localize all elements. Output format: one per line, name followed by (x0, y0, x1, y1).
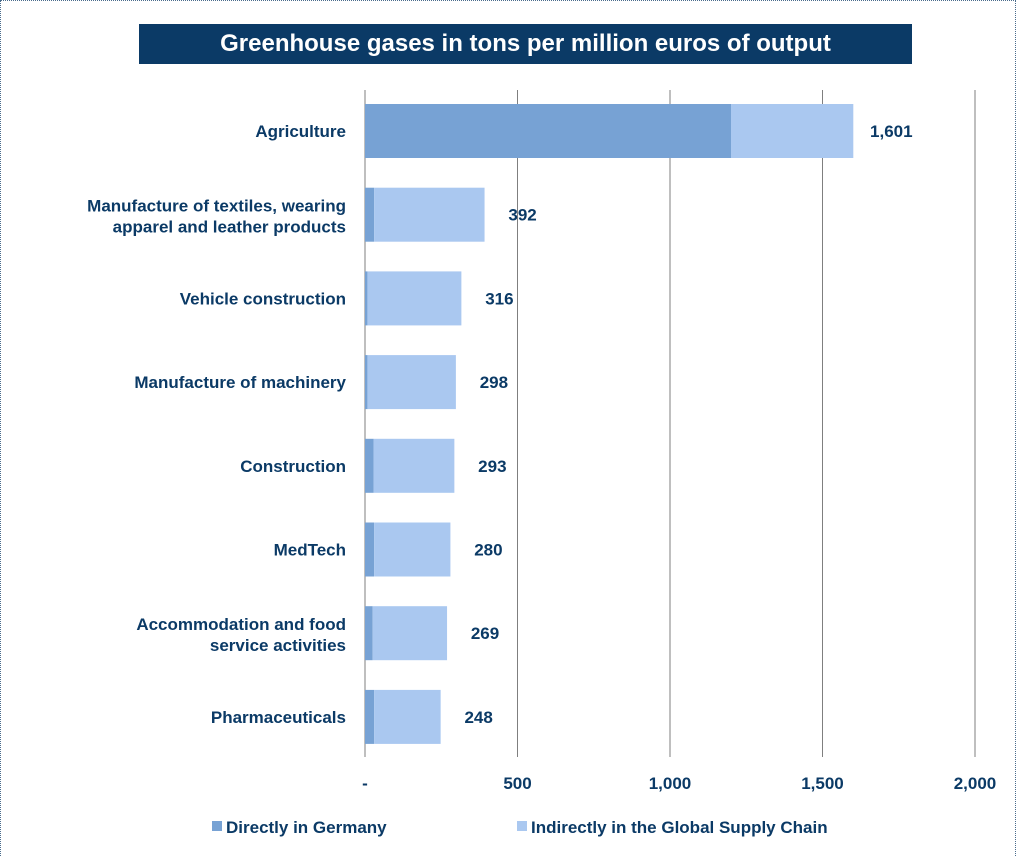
bar-direct (365, 355, 368, 410)
legend-label: Indirectly in the Global Supply Chain (531, 818, 828, 837)
bar-direct (365, 104, 731, 158)
bar-direct (365, 438, 374, 493)
bar-indirect (367, 271, 462, 326)
category-label: Pharmaceuticals (211, 708, 346, 727)
bar-indirect (374, 689, 441, 744)
value-label: 293 (478, 457, 506, 476)
grid-lines (364, 90, 976, 757)
value-label: 298 (480, 373, 508, 392)
x-tick-labels: - 500 1,000 1,500 2,000 (362, 774, 996, 793)
category-label: Manufacture of machinery (134, 373, 346, 392)
category-labels: Agriculture Manufacture of textiles, wear… (87, 122, 346, 727)
x-tick-label: - (362, 774, 368, 793)
bar-indirect (374, 522, 451, 577)
category-label: Agriculture (255, 122, 346, 141)
bar-indirect (372, 606, 448, 661)
legend-label: Directly in Germany (226, 818, 387, 837)
bar-direct (365, 606, 373, 661)
bar-indirect (373, 438, 455, 493)
category-label: Manufacture of textiles, wearing apparel … (87, 197, 346, 237)
value-label: 280 (474, 541, 502, 560)
bar-direct (365, 689, 375, 744)
value-label: 316 (485, 289, 513, 308)
bar-direct (365, 522, 375, 577)
bar-direct (365, 187, 375, 242)
value-labels: 1,601 392 316 298 293 280 269 248 (464, 122, 912, 727)
bar-indirect (731, 104, 854, 158)
value-label: 248 (464, 708, 492, 727)
x-tick-label: 1,500 (801, 774, 844, 793)
category-label: Vehicle construction (180, 289, 346, 308)
category-label: Construction (240, 457, 346, 476)
bar-indirect (367, 355, 456, 410)
value-label: 392 (508, 206, 536, 225)
value-label: 269 (471, 624, 499, 643)
legend-swatch (517, 821, 527, 831)
chart-title: Greenhouse gases in tons per million eur… (139, 24, 912, 64)
bars (365, 104, 854, 744)
value-label: 1,601 (870, 122, 913, 141)
legend-swatch (212, 821, 222, 831)
legend: Directly in Germany Indirectly in the Glo… (212, 818, 828, 837)
x-tick-label: 2,000 (954, 774, 997, 793)
bar-indirect (374, 187, 485, 242)
x-tick-label: 1,000 (649, 774, 692, 793)
bar-direct (365, 271, 368, 326)
x-tick-label: 500 (503, 774, 531, 793)
category-label: MedTech (274, 541, 346, 560)
category-label: Accommodation and food service activities (136, 615, 346, 655)
